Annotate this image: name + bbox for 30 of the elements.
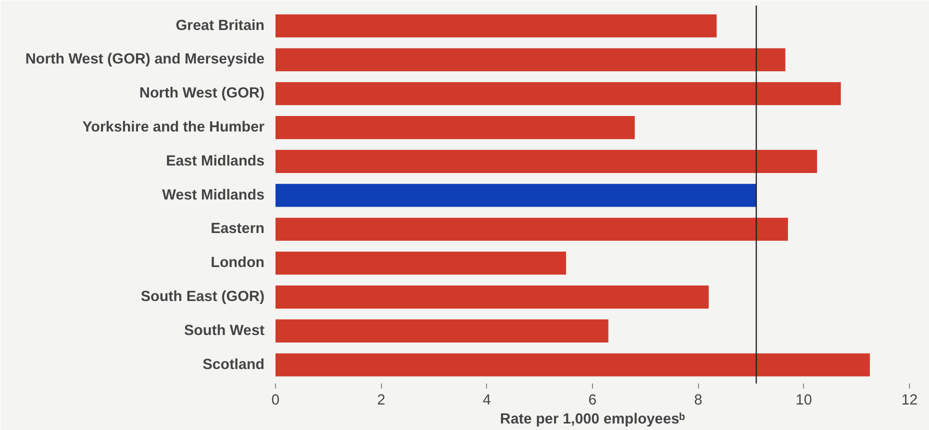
x-axis-title: Rate per 1,000 employeesᵇ bbox=[500, 412, 686, 428]
bar bbox=[276, 218, 788, 241]
x-tick-label: 0 bbox=[271, 392, 280, 408]
bar bbox=[276, 150, 818, 173]
x-tick-label: 4 bbox=[482, 392, 491, 408]
y-tick-label: East Midlands bbox=[166, 153, 265, 170]
x-tick-label: 8 bbox=[694, 392, 702, 408]
y-tick-label: North West (GOR) and Merseyside bbox=[25, 52, 265, 68]
bar bbox=[276, 353, 870, 376]
bar bbox=[276, 48, 786, 72]
bar bbox=[276, 184, 756, 207]
y-tick-label: North West (GOR) bbox=[139, 86, 265, 102]
bar bbox=[276, 319, 608, 342]
x-tick-label: 10 bbox=[796, 392, 812, 408]
x-tick-label: 2 bbox=[377, 392, 386, 408]
y-tick-label: West Midlands bbox=[162, 187, 265, 204]
y-tick-label: Scotland bbox=[202, 356, 264, 373]
bar bbox=[276, 82, 841, 106]
bar bbox=[276, 286, 709, 309]
y-tick-label: Eastern bbox=[210, 221, 265, 238]
bar bbox=[276, 116, 635, 140]
y-tick-label: South East (GOR) bbox=[140, 289, 265, 306]
y-tick-label: South West bbox=[184, 322, 265, 339]
y-tick-label: Yorkshire and the Humber bbox=[82, 120, 265, 136]
bar bbox=[276, 14, 717, 38]
y-tick-label: London bbox=[210, 255, 265, 272]
x-tick-label: 6 bbox=[588, 392, 597, 408]
x-tick-label: 12 bbox=[901, 392, 918, 408]
y-tick-label: Great Britain bbox=[176, 18, 265, 34]
bar bbox=[276, 252, 566, 275]
